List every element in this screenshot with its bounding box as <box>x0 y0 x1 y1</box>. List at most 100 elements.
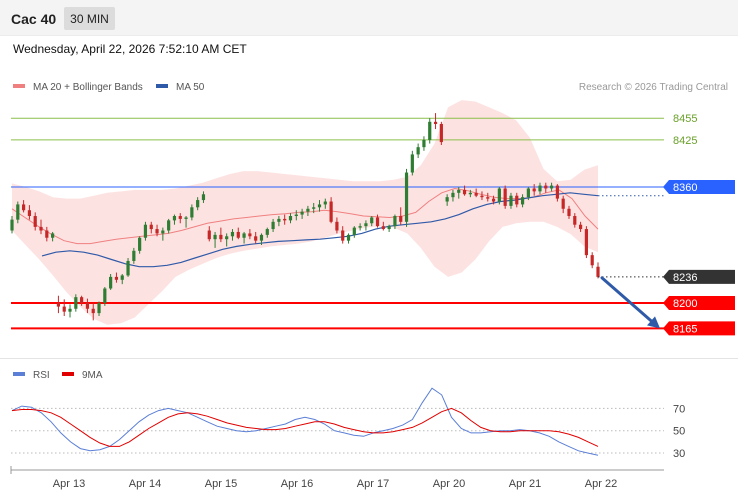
candle-body <box>259 234 264 241</box>
candle-body <box>80 297 84 303</box>
x-tick-label: Apr 14 <box>129 478 161 490</box>
candle <box>358 223 362 231</box>
candle <box>352 226 356 238</box>
candle <box>254 231 258 244</box>
candle <box>103 287 107 306</box>
level-label-8200: 8200 <box>673 298 697 310</box>
candle-body <box>555 185 559 199</box>
candle-body <box>277 218 281 222</box>
candle-body <box>56 302 61 307</box>
candle <box>341 226 345 244</box>
candle-body <box>364 223 368 227</box>
candle-body <box>335 221 339 231</box>
level-tag-8360 <box>663 180 735 195</box>
candle-body <box>97 302 101 314</box>
candle-body <box>138 237 142 251</box>
candle <box>567 205 571 219</box>
candle-body <box>172 216 177 221</box>
candle <box>27 205 32 220</box>
candle <box>45 226 49 242</box>
candle-body <box>85 302 90 309</box>
candle-body <box>22 204 26 211</box>
candle <box>230 229 235 241</box>
candle-body <box>381 226 385 230</box>
candle-body <box>27 210 32 217</box>
candle <box>480 191 484 201</box>
projection-arrow <box>600 276 656 325</box>
candle <box>56 295 61 314</box>
legend-label: MA 50 <box>176 82 205 93</box>
candle <box>120 273 124 285</box>
candle <box>346 233 351 244</box>
candle-body <box>497 188 501 202</box>
candle <box>184 216 188 228</box>
price-chart[interactable]: MA 20 + Bollinger Bands MA 50 Research © 2… <box>0 0 738 358</box>
candle <box>114 272 119 283</box>
candle-body <box>393 216 397 227</box>
candle <box>10 216 14 234</box>
candle-body <box>451 192 455 198</box>
candle-body <box>236 231 240 238</box>
candle <box>317 200 322 212</box>
candle <box>335 217 339 234</box>
candle <box>445 194 449 206</box>
x-tick-label: Apr 16 <box>281 478 313 490</box>
candle <box>74 294 78 312</box>
candle <box>294 210 298 221</box>
candle <box>306 205 310 217</box>
candle <box>68 304 72 318</box>
candle-body <box>184 217 188 219</box>
candle-body <box>62 306 66 312</box>
level-tag-8165 <box>663 321 735 336</box>
level-label-8425: 8425 <box>673 135 697 147</box>
candle-body <box>196 200 200 208</box>
candle-body <box>207 230 211 240</box>
candle <box>288 213 293 224</box>
candle <box>51 231 55 242</box>
candle <box>433 113 438 130</box>
candle <box>196 197 200 211</box>
x-tick-label: Apr 17 <box>357 478 389 490</box>
candle-body <box>312 207 316 209</box>
candle-body <box>265 229 269 235</box>
candle <box>312 202 316 214</box>
candle-body <box>120 275 124 280</box>
candle-body <box>341 230 345 241</box>
last-price-label: 8236 <box>673 272 697 284</box>
candle <box>387 224 391 232</box>
candle-body <box>91 308 95 314</box>
candle-body <box>567 208 571 217</box>
candle <box>219 227 223 243</box>
candle <box>538 182 542 195</box>
timeframe-button[interactable]: 30 MIN <box>64 7 115 30</box>
candle-body <box>190 207 194 218</box>
panel-divider <box>0 358 738 359</box>
projection-arrowhead <box>647 316 660 329</box>
candle <box>457 187 461 199</box>
candle-body <box>33 216 37 227</box>
candle <box>416 143 420 159</box>
candle-body <box>515 195 519 205</box>
candle <box>364 220 368 231</box>
candle-body <box>132 250 136 261</box>
candle <box>138 236 142 254</box>
rsi-level-label: 70 <box>673 403 685 415</box>
level-label-8455: 8455 <box>673 113 697 125</box>
candle-body <box>219 234 223 240</box>
candle-body <box>178 216 182 219</box>
instrument-title: Cac 40 <box>11 11 57 27</box>
candle-body <box>439 123 443 143</box>
candle-body <box>544 185 548 189</box>
candle-body <box>480 195 484 198</box>
candle-body <box>39 226 43 231</box>
candle <box>486 192 490 202</box>
candle <box>410 150 414 176</box>
candle <box>283 214 287 225</box>
candle-body <box>68 308 72 312</box>
candle <box>242 231 246 244</box>
candle <box>225 233 229 247</box>
candle-body <box>410 154 414 173</box>
candle-body <box>526 188 530 198</box>
candle-body <box>596 266 600 277</box>
